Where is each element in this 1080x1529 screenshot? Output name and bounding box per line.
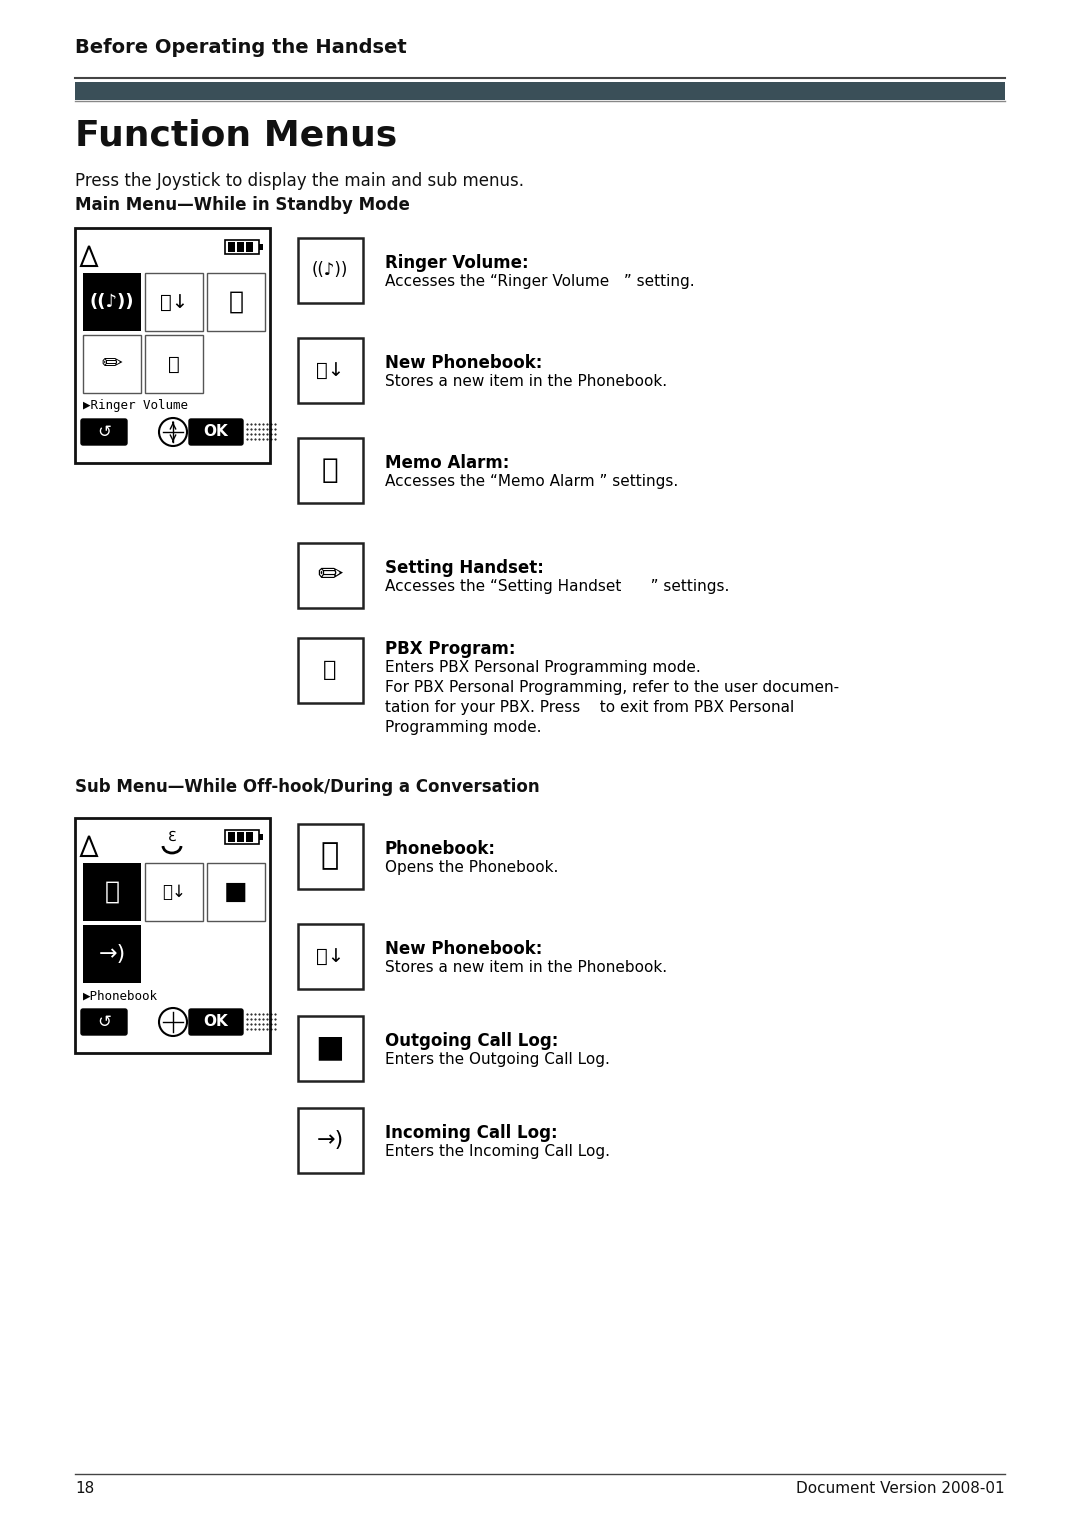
Bar xyxy=(298,239,363,303)
Text: Accesses the “Memo Alarm ” settings.: Accesses the “Memo Alarm ” settings. xyxy=(384,474,678,489)
Text: ↺: ↺ xyxy=(97,1014,111,1031)
Bar xyxy=(228,242,235,252)
Text: 18: 18 xyxy=(75,1482,94,1495)
Text: ✏: ✏ xyxy=(318,561,342,590)
Text: 📖↓: 📖↓ xyxy=(316,361,345,379)
Text: ▶Ringer Volume: ▶Ringer Volume xyxy=(83,399,188,411)
FancyBboxPatch shape xyxy=(81,419,127,445)
Bar xyxy=(83,862,141,920)
Bar xyxy=(237,242,244,252)
Text: ▶Phonebook: ▶Phonebook xyxy=(83,989,158,1001)
Text: Sub Menu—While Off-hook/During a Conversation: Sub Menu—While Off-hook/During a Convers… xyxy=(75,778,540,797)
Text: Phonebook:: Phonebook: xyxy=(384,839,496,858)
Text: 📚: 📚 xyxy=(323,661,337,680)
Bar xyxy=(237,832,244,842)
Text: Press the Joystick to display the main and sub menus.: Press the Joystick to display the main a… xyxy=(75,171,524,190)
Text: New Phonebook:: New Phonebook: xyxy=(384,355,542,372)
Text: OK: OK xyxy=(204,425,228,439)
Text: Before Operating the Handset: Before Operating the Handset xyxy=(75,38,407,57)
Text: Stores a new item in the Phonebook.: Stores a new item in the Phonebook. xyxy=(384,375,667,388)
Bar xyxy=(298,1109,363,1173)
Bar xyxy=(298,543,363,609)
Text: ℇ: ℇ xyxy=(167,830,176,844)
Bar xyxy=(298,1015,363,1081)
Text: ((♪)): ((♪)) xyxy=(90,294,134,310)
Text: ((♪)): ((♪)) xyxy=(312,261,348,278)
Bar xyxy=(259,833,264,839)
Bar xyxy=(83,335,141,393)
Text: OK: OK xyxy=(204,1015,228,1029)
Bar xyxy=(246,832,253,842)
FancyBboxPatch shape xyxy=(81,1009,127,1035)
Bar xyxy=(298,638,363,703)
Text: Memo Alarm:: Memo Alarm: xyxy=(384,454,510,472)
Bar xyxy=(259,245,264,251)
Text: Accesses the “Setting Handset      ” settings.: Accesses the “Setting Handset ” settings… xyxy=(384,579,729,593)
Text: Opens the Phonebook.: Opens the Phonebook. xyxy=(384,859,558,875)
Bar xyxy=(75,818,270,1053)
Bar xyxy=(75,83,1005,99)
Bar xyxy=(207,862,265,920)
FancyBboxPatch shape xyxy=(189,419,243,445)
FancyBboxPatch shape xyxy=(189,1009,243,1035)
Text: tation for your PBX. Press    to exit from PBX Personal: tation for your PBX. Press to exit from … xyxy=(384,700,794,716)
Bar xyxy=(145,274,203,330)
Bar xyxy=(298,924,363,989)
Text: Main Menu—While in Standby Mode: Main Menu—While in Standby Mode xyxy=(75,196,410,214)
Text: 📖↓: 📖↓ xyxy=(316,946,345,965)
Text: ⏰: ⏰ xyxy=(229,291,243,313)
Text: Ringer Volume:: Ringer Volume: xyxy=(384,254,528,272)
Bar xyxy=(228,832,235,842)
Text: ↺: ↺ xyxy=(97,424,111,440)
Text: →): →) xyxy=(98,943,125,963)
Text: New Phonebook:: New Phonebook: xyxy=(384,940,542,959)
Text: Stores a new item in the Phonebook.: Stores a new item in the Phonebook. xyxy=(384,960,667,976)
Text: ⏰: ⏰ xyxy=(322,456,338,485)
Text: 📚: 📚 xyxy=(168,355,180,373)
Text: Outgoing Call Log:: Outgoing Call Log: xyxy=(384,1032,558,1050)
Bar xyxy=(298,338,363,404)
Text: Incoming Call Log:: Incoming Call Log: xyxy=(384,1124,557,1142)
Text: →): →) xyxy=(316,1130,343,1150)
Bar xyxy=(298,824,363,888)
Bar xyxy=(145,862,203,920)
Text: PBX Program:: PBX Program: xyxy=(384,641,515,657)
Bar xyxy=(225,240,259,254)
Bar xyxy=(75,228,270,463)
Bar xyxy=(298,437,363,503)
Text: ■: ■ xyxy=(225,881,247,904)
Bar xyxy=(145,335,203,393)
Text: Enters the Incoming Call Log.: Enters the Incoming Call Log. xyxy=(384,1144,610,1159)
Bar xyxy=(225,830,259,844)
Text: For PBX Personal Programming, refer to the user documen-: For PBX Personal Programming, refer to t… xyxy=(384,680,839,696)
Text: 📖↓: 📖↓ xyxy=(160,292,188,312)
Bar xyxy=(207,274,265,330)
Text: Enters the Outgoing Call Log.: Enters the Outgoing Call Log. xyxy=(384,1052,610,1067)
Text: Setting Handset:: Setting Handset: xyxy=(384,560,544,576)
Text: 📖: 📖 xyxy=(105,881,120,904)
Text: 📖: 📖 xyxy=(321,841,339,870)
Bar xyxy=(83,274,141,330)
Text: Function Menus: Function Menus xyxy=(75,118,397,151)
Text: ■: ■ xyxy=(315,1034,345,1063)
Text: Document Version 2008-01: Document Version 2008-01 xyxy=(796,1482,1005,1495)
Text: 📖↓: 📖↓ xyxy=(162,884,186,901)
Bar xyxy=(83,925,141,983)
Bar xyxy=(246,242,253,252)
Text: Accesses the “Ringer Volume   ” setting.: Accesses the “Ringer Volume ” setting. xyxy=(384,274,694,289)
Text: Programming mode.: Programming mode. xyxy=(384,720,541,735)
Text: Enters PBX Personal Programming mode.: Enters PBX Personal Programming mode. xyxy=(384,661,701,674)
Text: ✏: ✏ xyxy=(102,352,122,376)
